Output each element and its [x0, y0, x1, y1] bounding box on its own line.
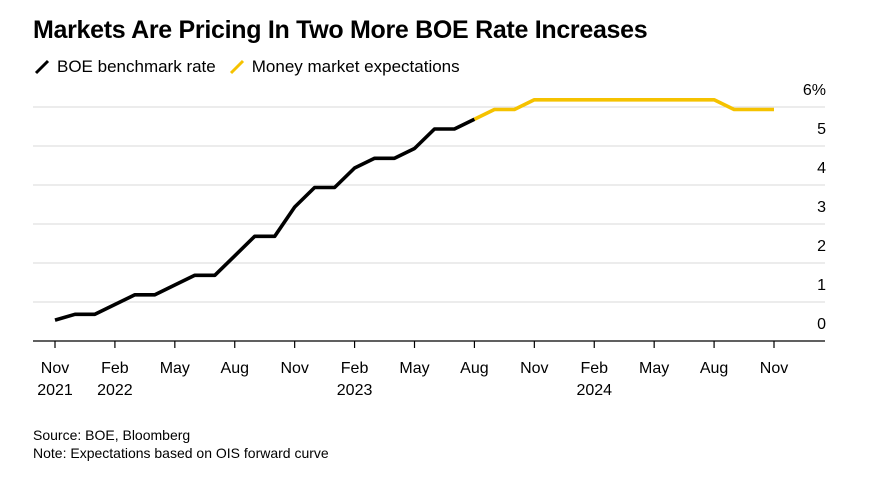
x-tick-label-month: Aug: [700, 360, 728, 377]
y-tick-label: 0: [817, 316, 826, 333]
legend-label-boe-rate: BOE benchmark rate: [57, 57, 216, 76]
gridlines: [33, 106, 825, 342]
note-text: Note: Expectations based on OIS forward …: [33, 445, 329, 461]
y-tick-label: 6%: [803, 82, 826, 99]
x-tick-label-month: Nov: [760, 360, 788, 377]
x-tick-label-year: 2022: [97, 382, 133, 399]
y-tick-label: 2: [817, 238, 826, 255]
x-tick-label-year: 2021: [37, 382, 73, 399]
x-tick-label-month: Aug: [221, 360, 249, 377]
y-tick-label: 4: [817, 160, 826, 177]
x-tick-label-month: Nov: [280, 360, 308, 377]
x-tick-label-month: Aug: [460, 360, 488, 377]
legend-item-money-market: Money market expectations: [228, 57, 460, 77]
source-text: Source: BOE, Bloomberg: [33, 427, 191, 443]
x-tick-label-month: May: [639, 360, 669, 377]
x-tick-label-month: May: [160, 360, 190, 377]
x-tick-label-month: Nov: [41, 360, 69, 377]
y-tick-label: 1: [817, 277, 826, 294]
x-tick-label-month: Feb: [341, 360, 369, 377]
legend-label-money-market: Money market expectations: [251, 57, 460, 76]
x-tick-label-year: 2023: [337, 382, 373, 399]
y-tick-label: 3: [817, 199, 826, 216]
y-axis-labels: 0 1 2 3 4 5 6%: [803, 82, 826, 333]
series-lines: [54, 98, 774, 322]
chart-footer: Source: BOE, Bloomberg Note: Expectation…: [33, 426, 329, 462]
chart-title: Markets Are Pricing In Two More BOE Rate…: [33, 16, 648, 44]
chart-legend: BOE benchmark rate Money market expectat…: [33, 56, 472, 78]
y-tick-label: 5: [817, 121, 826, 138]
series-line-boe-rate: [54, 117, 476, 322]
x-axis: Nov 2021 Feb 2022 May Aug Nov Feb 2023 May Aug Nov F…: [33, 340, 825, 399]
x-tick-label-month: Feb: [101, 360, 129, 377]
x-tick-label-year: 2024: [576, 382, 612, 399]
legend-swatch-boe-rate: [34, 59, 50, 75]
series-line-money-market: [473, 98, 774, 121]
x-tick-label-month: May: [399, 360, 429, 377]
x-tick-label-month: Nov: [520, 360, 548, 377]
legend-swatch-money-market: [229, 59, 244, 75]
legend-item-boe-rate: BOE benchmark rate: [33, 57, 216, 77]
x-tick-label-month: Feb: [580, 360, 608, 377]
